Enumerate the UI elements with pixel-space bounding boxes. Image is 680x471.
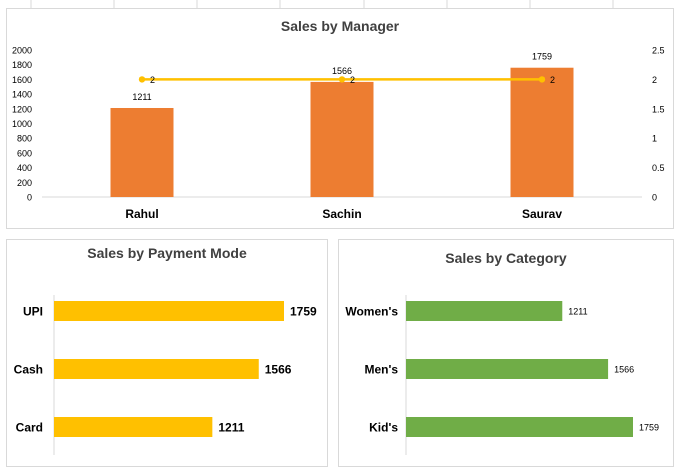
y2-tick-label: 2 [652, 75, 657, 85]
bar-saurav[interactable] [510, 67, 574, 197]
bar-rahul[interactable] [110, 107, 174, 197]
y-tick-label: 600 [17, 148, 32, 158]
bar-data-label: 1211 [568, 307, 587, 317]
y-tick-label: 1200 [12, 104, 32, 114]
bar-womens[interactable] [406, 301, 563, 321]
chart-sales-by-payment-mode[interactable]: Sales by Payment Mode UPI 1759 Cash 1566 Car… [6, 239, 328, 467]
line-data-label: 2 [350, 75, 355, 85]
y-category-label: Card [16, 421, 43, 435]
y-category-label: Women's [345, 305, 398, 319]
y-tick-label: 2000 [12, 46, 32, 56]
y-tick-label: 400 [17, 163, 32, 173]
y2-tick-label: 0 [652, 193, 657, 203]
y-category-label: Men's [364, 363, 398, 377]
y-tick-label: 800 [17, 134, 32, 144]
bar-data-label: 1566 [614, 365, 634, 375]
chart-sales-by-category-svg: Sales by Category Women's 1211 Men's 1566 Ki… [345, 250, 659, 455]
bar-data-label: 1759 [532, 52, 552, 62]
x-category-label: Sachin [322, 207, 361, 221]
x-category-label: Rahul [125, 207, 158, 221]
x-category-label: Saurav [522, 207, 562, 221]
bar-data-label: 1211 [132, 92, 151, 102]
y-category-label: Cash [14, 363, 43, 377]
bar-cash[interactable] [54, 359, 259, 379]
bar-data-label: 1759 [639, 423, 659, 433]
y2-tick-label: 1.5 [652, 104, 665, 114]
chart-title: Sales by Manager [281, 18, 400, 34]
bar-sachin[interactable] [310, 81, 374, 197]
line-point[interactable] [538, 76, 546, 83]
bar-kids[interactable] [406, 417, 633, 437]
chart-sales-by-payment-mode-svg: Sales by Payment Mode UPI 1759 Cash 1566 Car… [14, 245, 317, 455]
y-tick-label: 1400 [12, 90, 32, 100]
y-tick-label: 200 [17, 178, 32, 188]
chart-sales-by-manager-svg: Sales by Manager 0 200 400 600 800 1000 1200 14… [12, 18, 665, 221]
bar-card[interactable] [54, 417, 213, 437]
bar-mens[interactable] [406, 359, 609, 379]
line-data-label: 2 [550, 75, 555, 85]
y2-tick-label: 1 [652, 134, 657, 144]
chart-sales-by-manager[interactable]: Sales by Manager 0 200 400 600 800 1000 1200 14… [6, 8, 674, 229]
chart-sales-by-category[interactable]: Sales by Category Women's 1211 Men's 1566 Ki… [338, 239, 674, 467]
chart-title: Sales by Payment Mode [87, 245, 247, 261]
y-tick-label: 1600 [12, 75, 32, 85]
bar-data-label: 1566 [265, 363, 292, 377]
line-point[interactable] [138, 76, 146, 83]
y-tick-label: 1000 [12, 119, 32, 129]
y-category-label: UPI [23, 305, 43, 319]
y-tick-label: 1800 [12, 60, 32, 70]
bar-upi[interactable] [54, 301, 284, 321]
y-category-label: Kid's [369, 421, 398, 435]
y-tick-label: 0 [27, 193, 32, 203]
y2-tick-label: 2.5 [652, 46, 665, 56]
sheet-column-gridlines [30, 0, 614, 8]
chart-title: Sales by Category [445, 250, 567, 266]
line-data-label: 2 [150, 75, 155, 85]
bar-data-label: 1759 [290, 305, 317, 319]
y2-tick-label: 0.5 [652, 163, 665, 173]
bar-data-label: 1211 [218, 421, 244, 435]
line-point[interactable] [338, 76, 346, 83]
bar-data-label: 1566 [332, 66, 352, 76]
